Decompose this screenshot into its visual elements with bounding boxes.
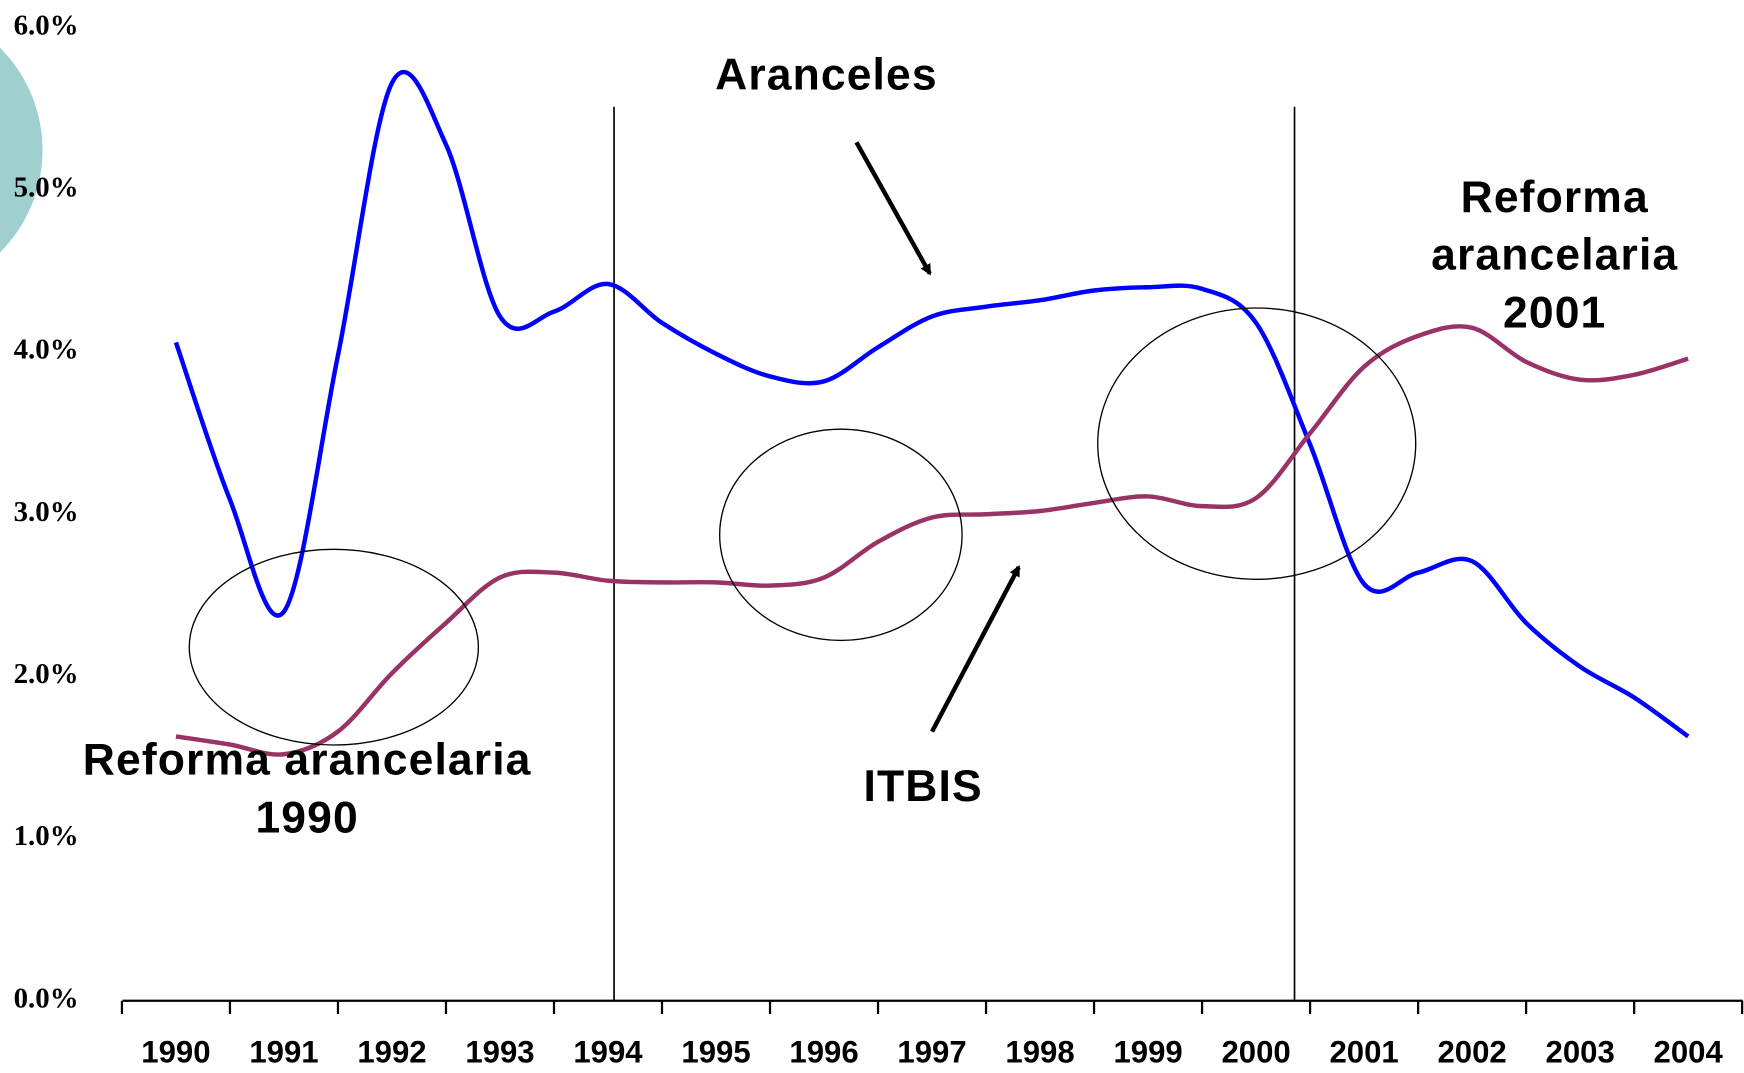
x-tick-label: 1998 — [1005, 1034, 1074, 1069]
y-tick-label: 5.0% — [14, 172, 79, 204]
highlight-circle — [188, 548, 480, 746]
x-tick-label: 1999 — [1113, 1034, 1182, 1069]
arrow — [930, 565, 1021, 733]
x-tick-label: 2000 — [1221, 1034, 1290, 1069]
x-tick-label: 1990 — [141, 1034, 210, 1069]
data-line — [173, 70, 1690, 739]
annotation: Reforma arancelaria — [83, 736, 532, 785]
data-line — [175, 324, 1689, 757]
y-tick-label: 3.0% — [14, 496, 79, 528]
arrow — [854, 141, 932, 276]
y-tick-label: 6.0% — [14, 9, 79, 41]
series-label: Aranceles — [715, 51, 938, 100]
x-tick-label: 2004 — [1654, 1034, 1724, 1069]
x-tick-label: 1996 — [789, 1034, 858, 1069]
highlight-circle — [1097, 307, 1417, 580]
y-tick-label: 2.0% — [14, 658, 79, 690]
decoration — [0, 47, 43, 253]
x-tick-label: 1992 — [357, 1034, 426, 1069]
x-axis-ticks: 1990 1991 1992 1993 1994 1995 1996 1997 1998 1999… — [120, 1000, 1744, 1069]
annotation: arancelaria — [1431, 231, 1678, 280]
annotation: Reforma — [1461, 173, 1649, 222]
y-tick-label: 4.0% — [14, 334, 79, 366]
x-tick-label: 2003 — [1546, 1034, 1615, 1069]
annotation: 1990 — [255, 793, 358, 842]
x-tick-label: 2001 — [1329, 1034, 1398, 1069]
x-tick-label: 1995 — [681, 1034, 750, 1069]
annotation: 2001 — [1503, 289, 1606, 338]
x-tick-label: 1991 — [249, 1034, 318, 1069]
y-tick-label: 1.0% — [14, 820, 79, 852]
series-label: ITBIS — [864, 762, 983, 811]
x-tick-label: 2002 — [1437, 1034, 1506, 1069]
y-tick-label: 0.0% — [14, 982, 79, 1014]
highlight-circle — [719, 428, 963, 642]
x-tick-label: 1994 — [573, 1034, 643, 1069]
x-tick-label: 1993 — [465, 1034, 534, 1069]
plot — [173, 70, 1690, 757]
x-tick-label: 1997 — [897, 1034, 966, 1069]
